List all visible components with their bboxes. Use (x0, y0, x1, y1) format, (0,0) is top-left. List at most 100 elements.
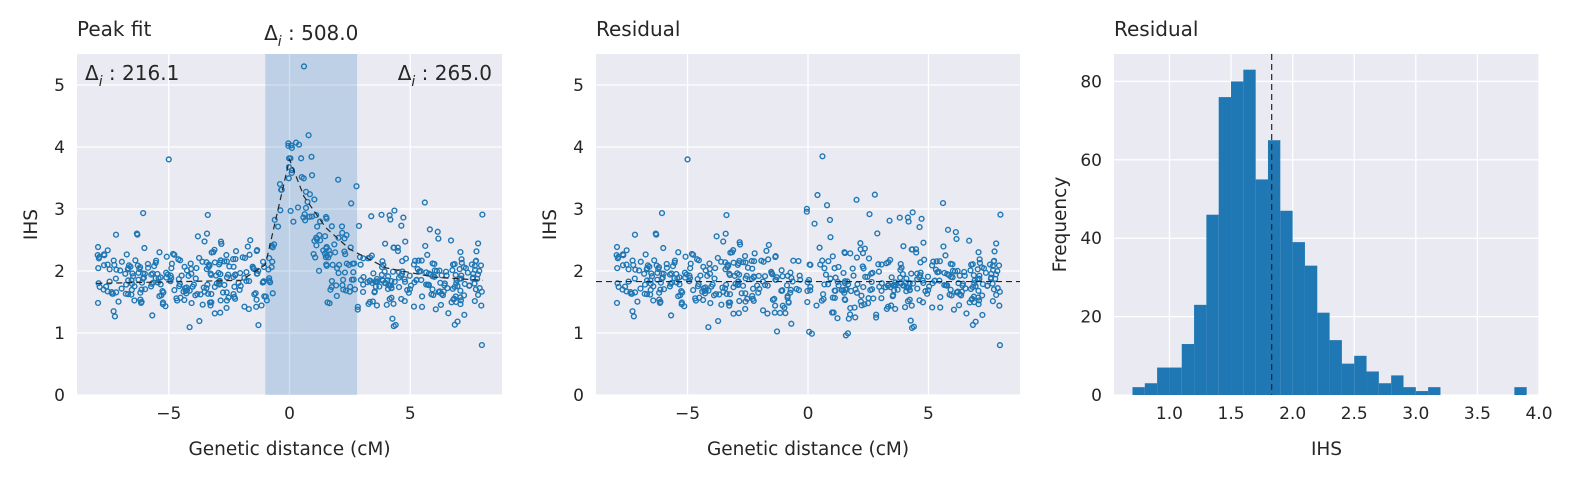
data-point (410, 261, 418, 268)
data-point (761, 281, 769, 289)
data-point (875, 268, 883, 275)
data-point (338, 223, 346, 230)
data-point (702, 284, 709, 291)
y-tick-label: 5 (54, 76, 65, 96)
data-point (253, 296, 260, 303)
data-point (475, 291, 482, 299)
data-point (196, 254, 203, 262)
data-point (386, 295, 393, 303)
data-point (929, 262, 936, 269)
data-point (156, 249, 163, 256)
data-point (952, 229, 959, 236)
data-point (355, 222, 363, 230)
histogram-bar (1157, 367, 1170, 395)
data-point (278, 186, 285, 193)
data-point (787, 286, 794, 293)
data-point (217, 238, 225, 245)
x-tick-label: 1.5 (1218, 404, 1245, 424)
data-point (726, 291, 734, 298)
data-point (951, 268, 959, 275)
y-tick-label: 60 (1080, 151, 1102, 171)
data-point (162, 303, 169, 310)
data-point (840, 287, 847, 294)
data-point (252, 290, 259, 297)
data-point (946, 272, 953, 279)
data-point (742, 290, 749, 297)
data-point (831, 265, 838, 272)
data-point (957, 292, 965, 299)
data-point (449, 267, 456, 274)
data-point (247, 237, 254, 244)
data-point (643, 291, 651, 298)
data-point (341, 235, 348, 242)
data-point (253, 270, 260, 277)
data-point (852, 286, 859, 293)
data-point (315, 267, 323, 274)
data-point (819, 291, 827, 298)
data-point (223, 304, 230, 312)
data-point (739, 282, 747, 289)
data-point (655, 264, 663, 271)
data-point (141, 244, 148, 252)
data-point (271, 216, 278, 223)
data-point (897, 274, 904, 281)
data-point (457, 248, 464, 256)
data-point (870, 295, 877, 302)
data-point (241, 254, 249, 262)
data-point (620, 252, 627, 259)
y-tick-label: 3 (54, 200, 65, 220)
data-point (103, 283, 110, 290)
data-point (874, 230, 881, 237)
data-point (667, 312, 675, 319)
data-point (866, 211, 873, 218)
data-point (398, 222, 405, 229)
data-point (887, 302, 895, 309)
delta-annotation: Δi : 508.0 (264, 21, 358, 50)
data-point (707, 299, 714, 307)
x-tick-label: 3.0 (1402, 404, 1429, 424)
data-point (466, 282, 473, 289)
data-point (148, 280, 155, 287)
data-point (219, 289, 227, 296)
data-point (711, 275, 718, 282)
y-axis-label: Frequency (1050, 177, 1071, 273)
delta-value: : 508.0 (282, 21, 359, 45)
data-point (904, 214, 911, 221)
data-point (406, 272, 413, 279)
data-point (171, 287, 178, 294)
data-point (730, 284, 737, 291)
data-point (357, 261, 364, 268)
data-point (872, 314, 880, 321)
data-point (857, 240, 864, 247)
data-point (186, 324, 193, 331)
data-point (888, 274, 895, 281)
data-point (941, 269, 948, 277)
data-point (335, 234, 342, 241)
data-point (118, 258, 125, 265)
data-point (335, 176, 342, 183)
data-point (386, 212, 393, 219)
data-point (164, 271, 171, 278)
data-point (940, 243, 947, 250)
data-point (783, 282, 791, 289)
data-point (311, 196, 318, 203)
data-point (885, 303, 892, 310)
data-point (660, 244, 667, 252)
data-point-outlier (819, 153, 826, 160)
data-point (113, 266, 120, 273)
data-point (473, 248, 480, 255)
data-point (437, 301, 445, 309)
data-point (122, 270, 129, 277)
data-point (660, 286, 668, 293)
data-point (878, 280, 885, 287)
data-point (764, 282, 771, 289)
data-point (749, 295, 756, 302)
data-point (229, 256, 237, 263)
data-point (631, 231, 639, 238)
data-point (457, 287, 464, 294)
data-point (285, 140, 292, 147)
y-tick-label: 1 (54, 324, 65, 344)
data-point (765, 241, 772, 249)
data-point (972, 283, 979, 290)
